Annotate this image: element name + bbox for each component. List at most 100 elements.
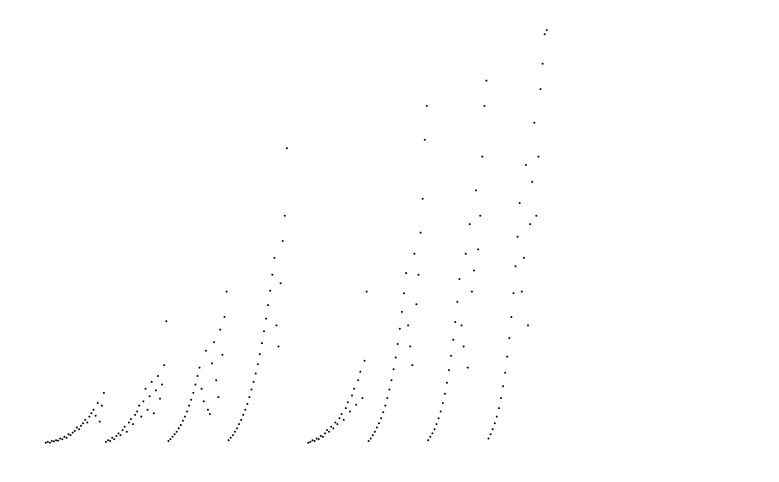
- data-point: [411, 364, 414, 367]
- data-point: [518, 202, 521, 204]
- data-point: [242, 413, 245, 416]
- data-point: [98, 420, 101, 423]
- data-point: [138, 404, 141, 407]
- data-point: [184, 415, 186, 418]
- data-point: [520, 290, 523, 293]
- data-point: [258, 353, 261, 356]
- data-point: [475, 189, 477, 192]
- data-point: [541, 62, 544, 65]
- data-point: [181, 419, 184, 422]
- data-point: [334, 421, 337, 424]
- data-point: [213, 341, 216, 344]
- data-point: [407, 324, 410, 327]
- data-point: [200, 387, 203, 390]
- data-point: [524, 164, 527, 166]
- data-point: [441, 402, 444, 404]
- data-point: [359, 370, 362, 373]
- data-point: [450, 354, 453, 357]
- data-point: [132, 423, 134, 426]
- data-point: [405, 272, 408, 275]
- data-point: [165, 320, 168, 323]
- data-point: [119, 434, 122, 437]
- data-point: [59, 437, 62, 440]
- data-point: [113, 438, 116, 441]
- data-point: [219, 328, 222, 331]
- data-point: [340, 413, 343, 415]
- data-point: [307, 441, 310, 444]
- data-point: [473, 269, 475, 272]
- data-point: [400, 310, 403, 313]
- data-point: [94, 414, 97, 417]
- data-point: [152, 412, 155, 415]
- data-point: [533, 121, 536, 124]
- data-point: [271, 273, 274, 276]
- data-point: [539, 88, 542, 91]
- data-point: [63, 435, 66, 438]
- data-point: [215, 379, 218, 382]
- data-point: [179, 424, 182, 426]
- data-point: [510, 316, 513, 318]
- data-point: [435, 423, 438, 426]
- data-point: [466, 366, 469, 369]
- data-point: [100, 404, 103, 407]
- data-point: [508, 337, 511, 340]
- data-point: [367, 440, 370, 442]
- data-point: [392, 368, 395, 371]
- data-point: [252, 380, 255, 383]
- data-point: [217, 396, 220, 399]
- data-point: [78, 428, 80, 431]
- data-point: [384, 404, 387, 407]
- data-point: [277, 345, 280, 348]
- data-point: [470, 290, 473, 293]
- data-point: [80, 424, 82, 427]
- data-point: [398, 327, 401, 330]
- data-point: [443, 392, 446, 395]
- data-point: [67, 433, 70, 436]
- data-point: [96, 402, 99, 404]
- data-point: [123, 425, 126, 428]
- data-point: [516, 235, 519, 238]
- data-point: [127, 421, 130, 424]
- data-point: [460, 324, 463, 327]
- data-point: [342, 418, 345, 421]
- data-point: [256, 363, 259, 366]
- data-point: [283, 214, 286, 217]
- data-point: [206, 408, 209, 411]
- data-point: [415, 303, 418, 306]
- data-point: [73, 429, 76, 432]
- data-point: [319, 435, 322, 437]
- data-point: [495, 415, 498, 418]
- data-point: [121, 429, 124, 432]
- data-point: [423, 138, 426, 141]
- data-point: [53, 440, 55, 443]
- data-point: [462, 345, 465, 348]
- scatter-points: [44, 29, 548, 444]
- data-point: [279, 282, 282, 285]
- data-point: [167, 440, 170, 442]
- data-point: [433, 428, 436, 431]
- data-point: [140, 415, 143, 418]
- data-point: [134, 413, 137, 416]
- data-point: [154, 389, 157, 392]
- data-point: [190, 398, 193, 401]
- data-point: [382, 411, 385, 414]
- data-point: [456, 300, 459, 303]
- data-point: [355, 403, 358, 406]
- data-point: [378, 422, 380, 425]
- data-point: [529, 223, 532, 226]
- data-point: [386, 397, 389, 399]
- data-point: [146, 408, 149, 411]
- data-point: [388, 388, 391, 391]
- data-point: [315, 437, 318, 440]
- data-point: [244, 408, 247, 411]
- data-point: [88, 415, 91, 418]
- data-point: [504, 371, 507, 374]
- data-point: [491, 428, 494, 431]
- data-point: [71, 431, 74, 434]
- data-point: [75, 426, 78, 429]
- data-point: [254, 372, 257, 375]
- data-point: [493, 422, 496, 425]
- data-point: [225, 290, 228, 293]
- data-point: [437, 417, 440, 420]
